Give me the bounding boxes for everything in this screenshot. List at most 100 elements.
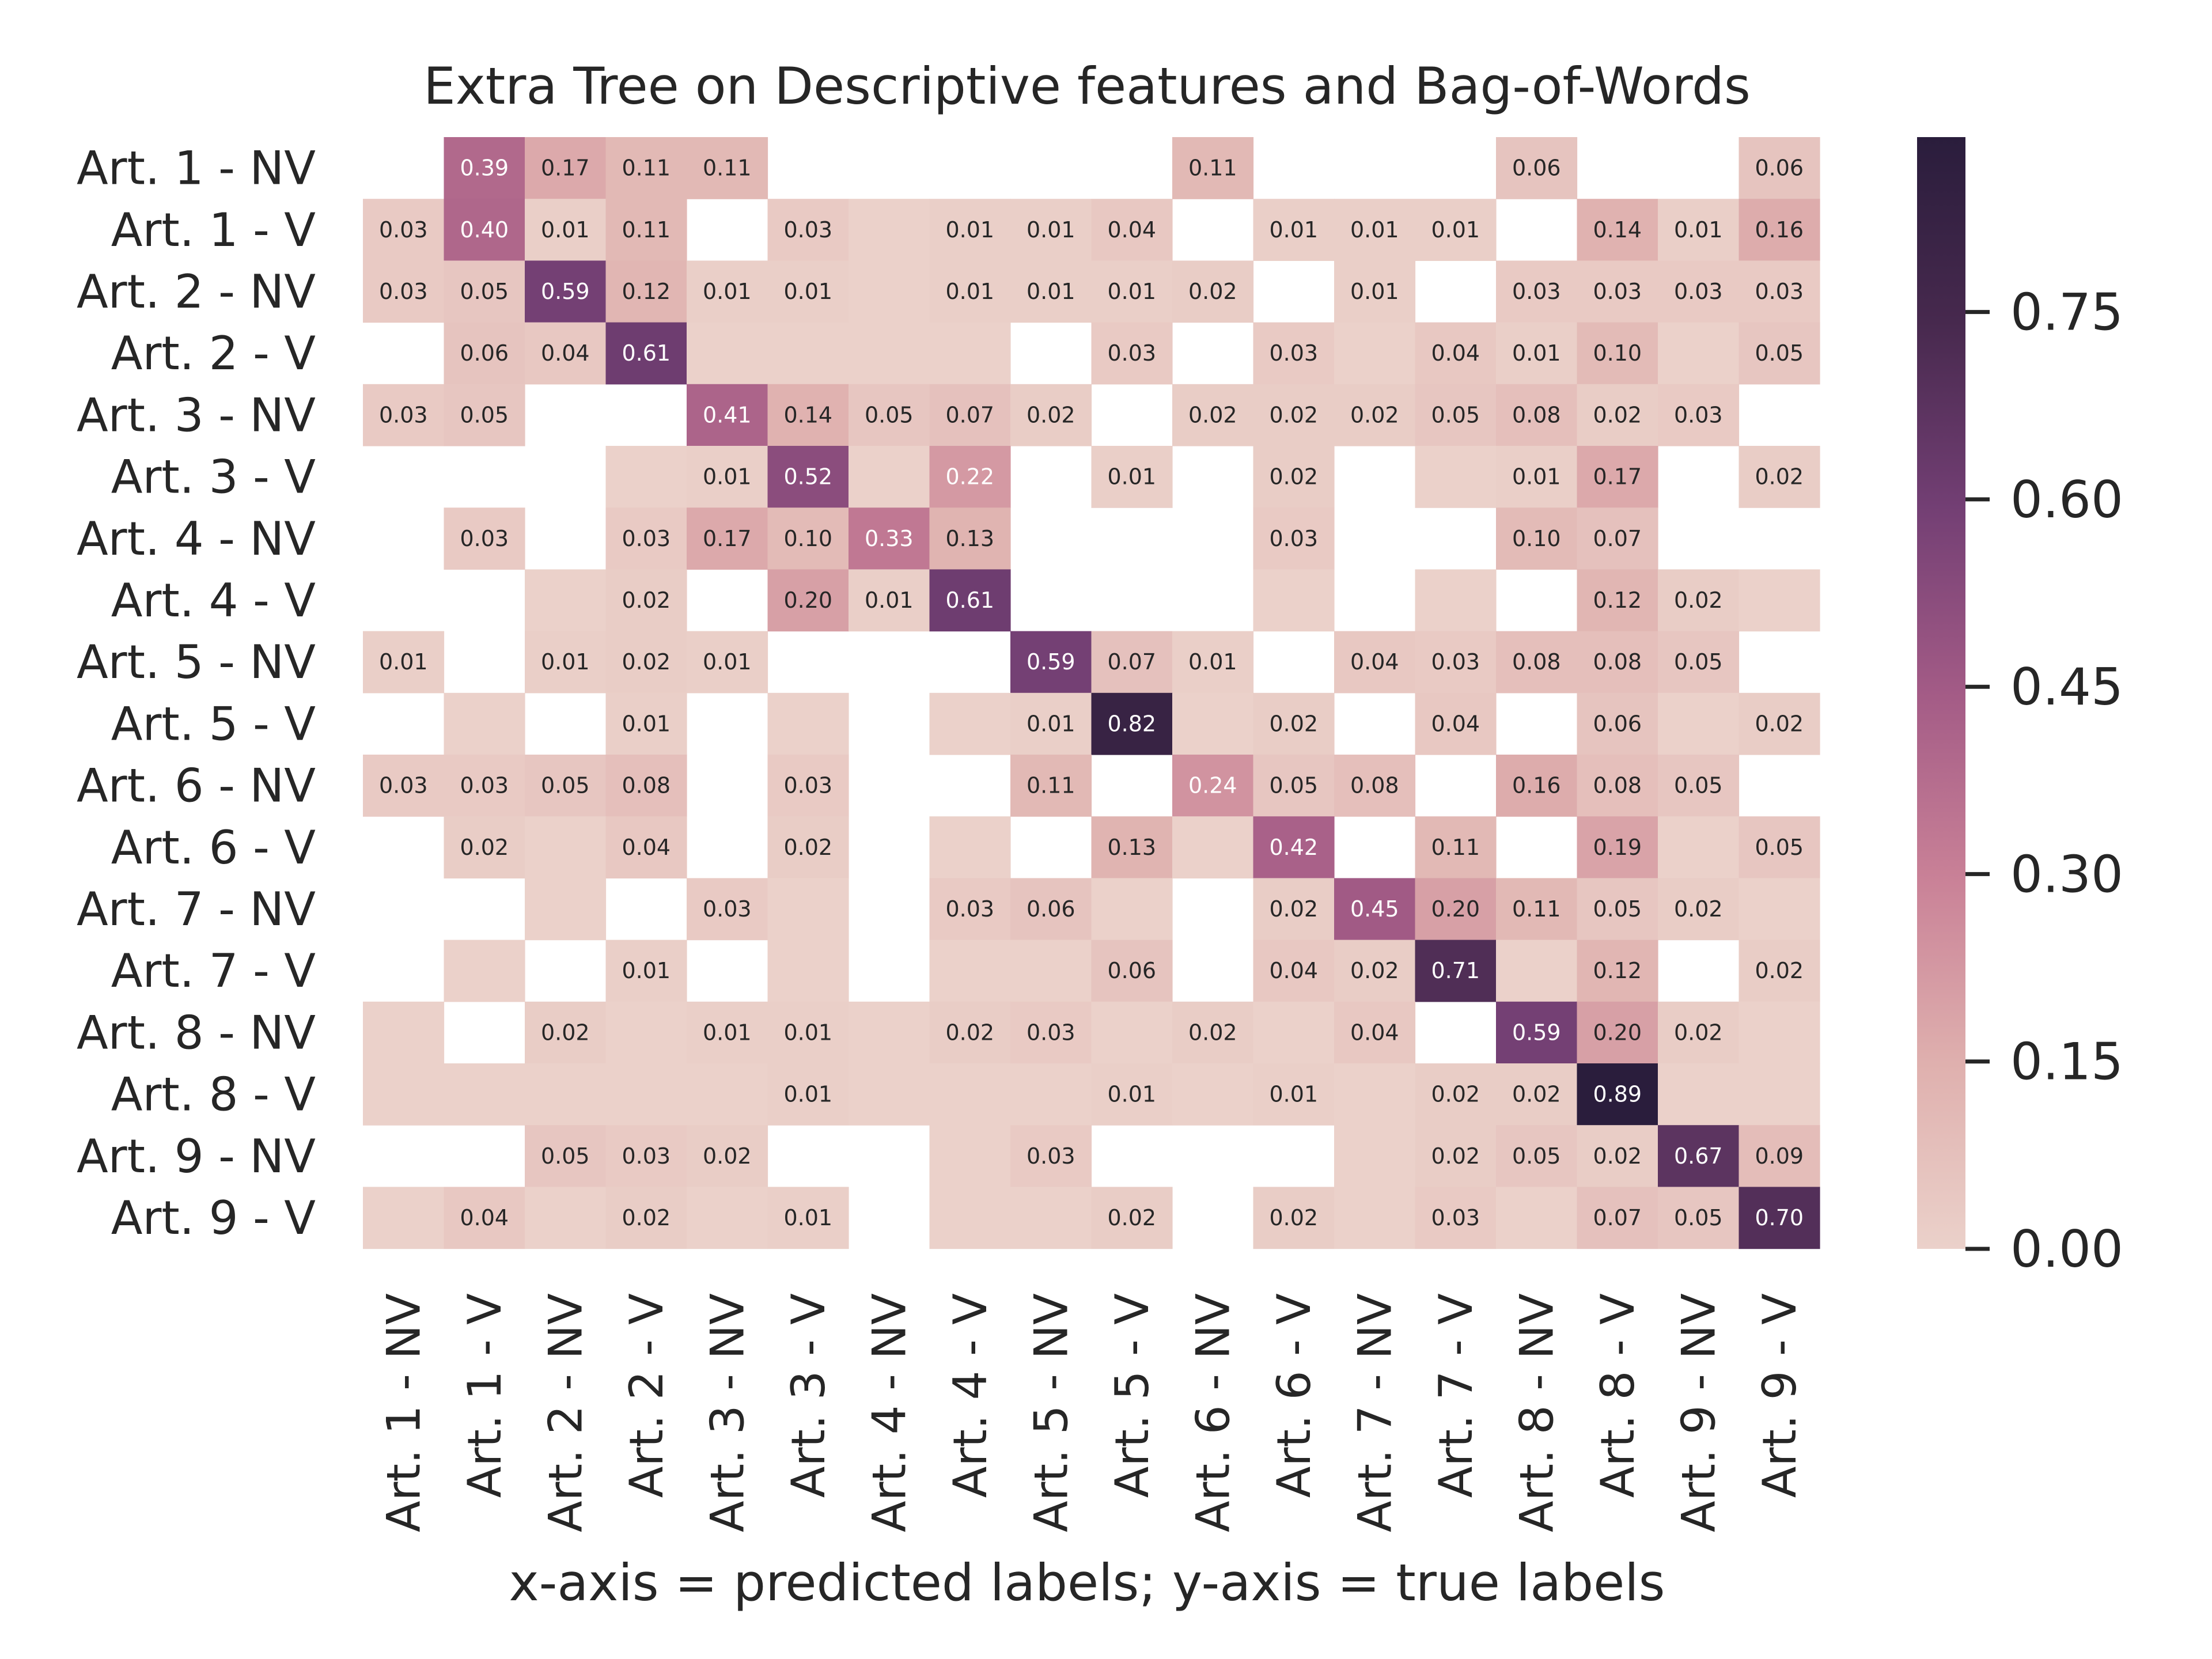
colorbar-tick-label: 0.00 [2010, 1219, 2123, 1279]
heatmap-cell [1577, 755, 1658, 817]
heatmap-cell [525, 631, 607, 694]
heatmap-cell [1738, 816, 1820, 878]
heatmap-cell [605, 137, 687, 199]
heatmap-cell [687, 1001, 768, 1064]
heatmap-cell [1172, 137, 1254, 199]
cell-value-label: 0.02 [703, 1143, 752, 1169]
y-tick-label: Art. 7 - NV [77, 882, 316, 936]
heatmap-cell [1010, 878, 1092, 941]
heatmap-cell [1253, 322, 1335, 385]
cell-value-label: 0.11 [1027, 773, 1075, 798]
cell-value-label: 0.05 [541, 1143, 590, 1169]
cell-value-label: 0.11 [1431, 835, 1480, 860]
cell-value-label: 0.02 [622, 649, 671, 675]
cell-value-label: 0.33 [865, 526, 914, 551]
heatmap-cell [1738, 260, 1820, 323]
heatmap-cell [1658, 692, 1740, 755]
heatmap-cell [1253, 692, 1335, 755]
cell-value-label: 0.02 [1350, 402, 1399, 427]
cell-value-label: 0.02 [1674, 1020, 1723, 1045]
heatmap-cell [1091, 816, 1173, 878]
heatmap-cell [605, 1125, 687, 1187]
heatmap-cell [929, 940, 1011, 1002]
cell-value-label: 0.02 [1593, 1143, 1642, 1169]
cell-value-label: 0.02 [1269, 1205, 1318, 1230]
heatmap-cell [1334, 199, 1416, 261]
heatmap-cell [525, 1187, 607, 1249]
heatmap-cell [605, 1063, 687, 1126]
heatmap-cell [1010, 260, 1092, 323]
heatmap-cell [363, 755, 445, 817]
heatmap-cell [1091, 1187, 1173, 1249]
heatmap-cell [1172, 260, 1254, 323]
cell-value-label: 0.01 [945, 217, 994, 243]
cell-value-label: 0.17 [703, 526, 752, 551]
heatmap-cell [1010, 1187, 1092, 1249]
cell-value-label: 0.01 [1674, 217, 1723, 243]
cell-value-label: 0.02 [1350, 958, 1399, 983]
cell-value-label: 0.16 [1755, 217, 1804, 243]
heatmap-cell [1415, 631, 1497, 694]
cell-value-label: 0.04 [1350, 649, 1399, 675]
heatmap-cell [849, 569, 930, 632]
cell-value-label: 0.01 [1027, 279, 1075, 304]
heatmap-cell [1658, 816, 1740, 878]
heatmap-cell [767, 507, 849, 570]
cell-value-label: 0.61 [622, 340, 671, 366]
heatmap-cell [1091, 940, 1173, 1002]
heatmap-cell [1010, 1063, 1092, 1126]
heatmap-cell [1253, 940, 1335, 1002]
cell-value-label: 0.05 [1269, 773, 1318, 798]
cell-value-label: 0.20 [1593, 1020, 1642, 1045]
cell-value-label: 0.06 [1107, 958, 1156, 983]
heatmap-cell [1496, 384, 1578, 446]
heatmap-cell [1738, 137, 1820, 199]
cell-value-label: 0.01 [703, 649, 752, 675]
cell-value-label: 0.02 [622, 1205, 671, 1230]
cell-value-label: 0.10 [1593, 340, 1642, 366]
y-tick-label: Art. 3 - V [111, 450, 316, 504]
cell-value-label: 0.03 [945, 896, 994, 922]
cell-value-label: 0.01 [541, 217, 590, 243]
cell-value-label: 0.02 [1107, 1205, 1156, 1230]
heatmap-cell [1334, 1187, 1416, 1249]
heatmap-cell [1253, 1187, 1335, 1249]
cell-value-label: 0.13 [1107, 835, 1156, 860]
heatmap-cell [1496, 1001, 1578, 1064]
heatmap-cell [1334, 322, 1416, 385]
cell-value-label: 0.01 [783, 1205, 832, 1230]
heatmap-cell [1738, 322, 1820, 385]
cell-value-label: 0.59 [541, 279, 590, 304]
cell-value-label: 0.03 [1431, 1205, 1480, 1230]
heatmap-cell [1415, 940, 1497, 1002]
cell-value-label: 0.01 [703, 1020, 752, 1045]
x-tick-label: Art. 3 - NV [700, 1293, 754, 1532]
heatmap-cell [1577, 940, 1658, 1002]
heatmap-cell [929, 322, 1011, 385]
heatmap-cell [1091, 446, 1173, 508]
x-tick-label: Art. 5 - V [1105, 1293, 1159, 1498]
cell-value-label: 0.71 [1431, 958, 1480, 983]
cell-value-label: 0.03 [783, 773, 832, 798]
heatmap-cell [1658, 322, 1740, 385]
heatmap-cell [1010, 631, 1092, 694]
cell-value-label: 0.11 [1188, 156, 1237, 181]
x-tick-label: Art. 4 - NV [862, 1293, 916, 1532]
x-tick-label: Art. 1 - NV [377, 1293, 430, 1532]
heatmap-cell [1496, 755, 1578, 817]
heatmap-cell [1658, 199, 1740, 261]
cell-value-label: 0.02 [1755, 711, 1804, 736]
cell-value-label: 0.24 [1188, 773, 1237, 798]
heatmap-cell [1253, 446, 1335, 508]
heatmap-cell [1658, 1125, 1740, 1187]
heatmap-cell [1738, 1063, 1820, 1126]
heatmap-cell [767, 1063, 849, 1126]
cell-value-label: 0.02 [1431, 1143, 1480, 1169]
heatmap-cell [767, 816, 849, 878]
cell-value-label: 0.02 [1674, 588, 1723, 613]
heatmap-cell [1415, 692, 1497, 755]
heatmap-cell [929, 816, 1011, 878]
heatmap-cell [605, 507, 687, 570]
cell-value-label: 0.04 [1269, 958, 1318, 983]
